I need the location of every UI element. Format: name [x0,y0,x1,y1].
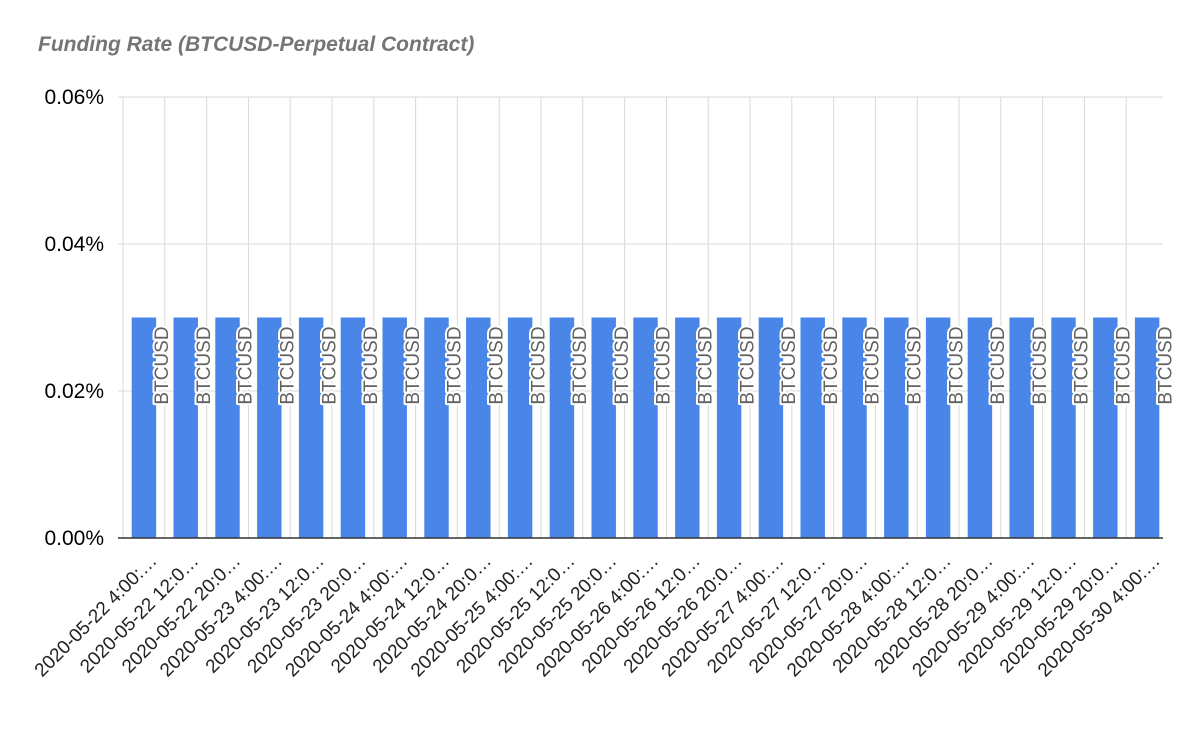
bar-series [131,317,1160,538]
data-label: BTCUSD [779,326,800,404]
bar [507,317,533,538]
data-label: BTCUSD [821,326,842,404]
data-label: BTCUSD [487,326,508,404]
data-label: BTCUSD [1155,326,1176,404]
bar [591,317,616,538]
data-label: BTCUSD [737,326,758,404]
y-tick-label: 0.06% [44,86,104,109]
bar [842,317,867,538]
data-label: BTCUSD [361,326,382,404]
bar [800,317,825,538]
bar [215,317,240,538]
bar [1051,317,1076,538]
bar [298,317,324,538]
data-label: BTCUSD [278,326,299,404]
data-label: BTCUSD [236,326,257,404]
bar [1093,317,1118,538]
data-label: BTCUSD [403,326,424,404]
bar [633,317,658,538]
bar [466,317,491,538]
bar [925,317,951,538]
data-label: BTCUSD [528,326,549,404]
data-label: BTCUSD [194,326,215,404]
y-tick-label: 0.04% [44,233,104,256]
data-label: BTCUSD [445,326,466,404]
bar [424,317,449,538]
y-tick-label: 0.02% [44,380,104,403]
data-labels: BTCUSD BTCUSD BTCUSD BTCUSD BTCUSD BTCUSD BTCU… [150,324,1178,406]
data-label: BTCUSD [863,326,884,404]
bar [549,317,575,538]
data-label: BTCUSD [988,326,1009,404]
chart-title: Funding Rate (BTCUSD-Perpetual Contract) [38,33,475,56]
bar [675,317,700,538]
bar [131,317,157,538]
axes: 0.00%0.02%0.04%0.06%2020-05-22 4:00:…202… [31,86,1165,681]
bar [967,317,993,538]
bar [382,317,407,538]
bar [340,317,366,538]
data-label: BTCUSD [570,326,591,404]
bar [1134,317,1160,538]
data-label: BTCUSD [946,326,967,404]
data-label: BTCUSD [1114,326,1135,404]
bar [884,317,909,538]
bar [173,317,198,538]
data-label: BTCUSD [1030,326,1051,404]
bar [1009,317,1034,538]
data-label: BTCUSD [612,326,633,404]
y-tick-label: 0.00% [44,527,104,550]
data-label: BTCUSD [1072,326,1093,404]
bar [257,317,282,538]
data-label: BTCUSD [654,326,675,404]
data-label: BTCUSD [905,326,926,404]
bar [758,317,784,538]
bar [716,317,742,538]
data-label: BTCUSD [319,326,340,404]
data-label: BTCUSD [696,326,717,404]
gridlines [118,96,1163,538]
data-label: BTCUSD [152,326,173,404]
